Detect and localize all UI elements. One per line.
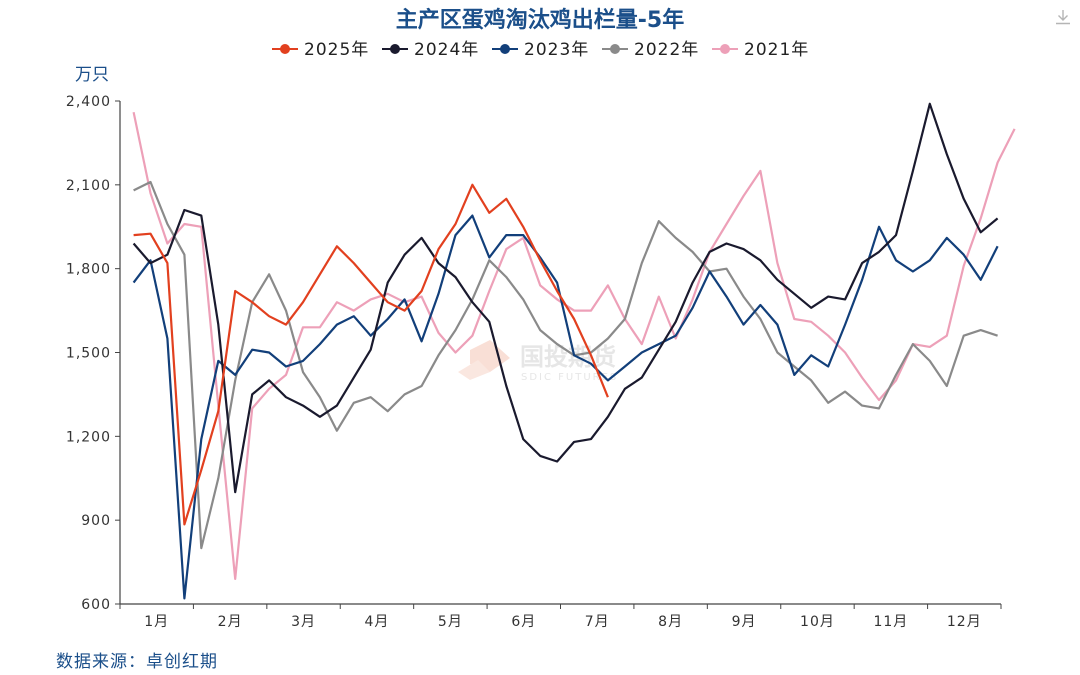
- x-tick-label: 6月: [511, 614, 536, 630]
- data-source-note: 数据来源：卓创红期: [56, 652, 218, 672]
- x-tick-label: 5月: [438, 614, 463, 630]
- y-tick-label: 1,800: [66, 262, 111, 278]
- legend-label: 2025年: [304, 40, 369, 60]
- legend-swatch-marker: [390, 44, 400, 54]
- x-tick-label: 8月: [658, 614, 683, 630]
- legend-swatch-marker: [500, 44, 510, 54]
- legend-item: 2023年: [492, 40, 589, 60]
- legend-label: 2022年: [634, 40, 699, 60]
- legend-swatch-marker: [720, 44, 730, 54]
- legend-label: 2024年: [414, 40, 479, 60]
- legend-item: 2022年: [602, 40, 699, 60]
- x-tick-label: 7月: [585, 614, 610, 630]
- y-tick-label: 1,500: [66, 346, 111, 362]
- series-line: [132, 111, 1016, 581]
- series-line: [132, 102, 999, 494]
- series-line: [132, 214, 999, 600]
- x-tick-label: 11月: [873, 614, 908, 630]
- series-line: [133, 183, 609, 526]
- x-tick-label: 12月: [947, 614, 982, 630]
- y-tick-label: 2,400: [66, 94, 111, 110]
- legend-swatch-marker: [280, 44, 290, 54]
- x-tick-label: 1月: [144, 614, 169, 630]
- legend-label: 2023年: [524, 40, 589, 60]
- legend-swatch-marker: [610, 44, 620, 54]
- chart-title: 主产区蛋鸡淘汰鸡出栏量-5年: [396, 7, 684, 33]
- y-tick-label: 900: [81, 513, 111, 529]
- legend-item: 2025年: [272, 40, 369, 60]
- x-tick-label: 2月: [218, 614, 243, 630]
- x-tick-label: 10月: [800, 614, 835, 630]
- watermark-text-cn: 国投期货: [520, 343, 616, 371]
- legend-item: 2024年: [382, 40, 479, 60]
- y-tick-label: 1,200: [66, 429, 111, 445]
- x-tick-label: 4月: [364, 614, 389, 630]
- y-axis-ticks: 600 900 1,200 1,500 1,800 2,100 2,400: [66, 94, 120, 613]
- y-axis-unit-label: 万只: [75, 65, 109, 85]
- y-tick-label: 2,100: [66, 178, 111, 194]
- x-tick-label: 9月: [732, 614, 757, 630]
- watermark-text-en: SDIC FUTURES: [521, 372, 618, 383]
- x-axis-ticks: 1月 2月 3月 4月 5月 6月 7月 8月 9月 10月 11月 12月: [119, 604, 1002, 630]
- legend-item: 2021年: [712, 40, 809, 60]
- y-tick-label: 600: [81, 597, 111, 613]
- series-line: [133, 180, 998, 550]
- x-tick-label: 3月: [291, 614, 316, 630]
- series-lines: [132, 102, 1016, 600]
- download-icon[interactable]: [1054, 8, 1072, 26]
- legend-label: 2021年: [744, 40, 809, 60]
- legend: 2025年 2024年 2023年 2022年 2021年: [272, 40, 809, 60]
